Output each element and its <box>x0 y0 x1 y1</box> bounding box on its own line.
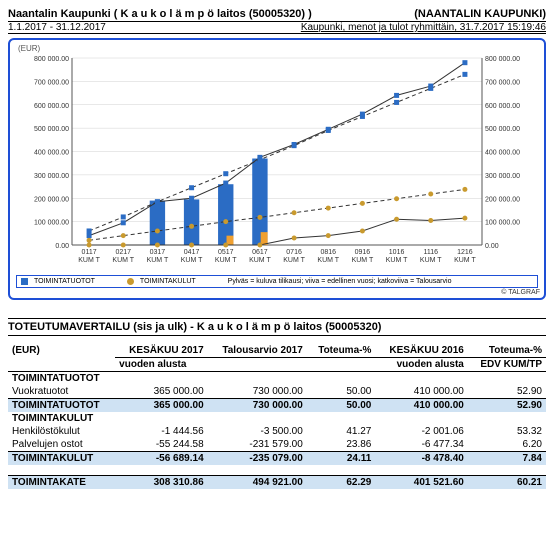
legend-square-icon <box>21 278 28 285</box>
svg-text:0916: 0916 <box>355 249 371 256</box>
svg-text:KUM T: KUM T <box>249 257 271 264</box>
svg-text:0716: 0716 <box>286 249 302 256</box>
legend-circle-icon <box>127 278 134 285</box>
chart-legend: TOIMINTATUOTOT TOIMINTAKULUT Pylväs = ku… <box>16 275 538 288</box>
svg-text:0217: 0217 <box>115 249 131 256</box>
col-s-0: vuoden alusta <box>115 358 207 372</box>
comparison-table: (EUR) KESÄKUU 2017 Talousarvio 2017 Tote… <box>8 344 546 489</box>
table-total-row: TOIMINTATUOTOT 365 000.00 730 000.00 50.… <box>8 399 546 413</box>
col-h-4: Toteuma-% <box>468 344 546 358</box>
svg-text:700 000.00: 700 000.00 <box>485 79 520 86</box>
svg-text:600 000.00: 600 000.00 <box>34 103 69 110</box>
svg-text:100 000.00: 100 000.00 <box>34 220 69 227</box>
table-row: Vuokratuotot 365 000.00 730 000.00 50.00… <box>8 385 546 399</box>
svg-text:300 000.00: 300 000.00 <box>485 173 520 180</box>
svg-text:400 000.00: 400 000.00 <box>34 150 69 157</box>
svg-text:KUM T: KUM T <box>112 257 134 264</box>
svg-text:KUM T: KUM T <box>386 257 408 264</box>
svg-text:KUM T: KUM T <box>317 257 339 264</box>
svg-text:KUM T: KUM T <box>283 257 305 264</box>
title-right: (NAANTALIN KAUPUNKI) <box>414 8 546 20</box>
svg-text:1216: 1216 <box>457 249 473 256</box>
group-2: TOIMINTAKULUT <box>8 412 546 425</box>
svg-text:600 000.00: 600 000.00 <box>485 103 520 110</box>
table-grand-total-row: TOIMINTAKATE 308 310.86 494 921.00 62.29… <box>8 476 546 490</box>
subtitle-right: Kaupunki, menot ja tulot ryhmittäin, 31.… <box>301 22 546 33</box>
svg-text:KUM T: KUM T <box>181 257 203 264</box>
chart-credit: © TALGRAF <box>14 289 540 296</box>
col-h-2: Toteuma-% <box>307 344 376 358</box>
svg-text:0317: 0317 <box>150 249 166 256</box>
title-left: Naantalin Kaupunki ( K a u k o l ä m p ö… <box>8 8 312 20</box>
svg-text:KUM T: KUM T <box>420 257 442 264</box>
svg-text:800 000.00: 800 000.00 <box>34 56 69 63</box>
svg-text:KUM T: KUM T <box>454 257 476 264</box>
table-row: Palvelujen ostot -55 244.58 -231 579.00 … <box>8 438 546 452</box>
legend-note: Pylväs = kuluva tilikausi; viiva = edell… <box>228 278 452 285</box>
date-range: 1.1.2017 - 31.12.2017 <box>8 22 106 33</box>
col-h-0: KESÄKUU 2017 <box>115 344 207 358</box>
svg-text:KUM T: KUM T <box>215 257 237 264</box>
table-row: Henkilöstökulut -1 444.56 -3 500.00 41.2… <box>8 425 546 438</box>
svg-text:200 000.00: 200 000.00 <box>485 196 520 203</box>
svg-text:KUM T: KUM T <box>147 257 169 264</box>
svg-text:KUM T: KUM T <box>352 257 374 264</box>
col-s-1 <box>208 358 307 372</box>
chart-currency-label: (EUR) <box>18 44 540 53</box>
svg-text:0816: 0816 <box>320 249 336 256</box>
chart-svg: 0.00 0.00 100 000.00 100 000.00 200 000.00 20… <box>14 53 540 273</box>
report-subheader: 1.1.2017 - 31.12.2017 Kaupunki, menot ja… <box>8 22 546 34</box>
col-s-2 <box>307 358 376 372</box>
svg-text:0.00: 0.00 <box>485 243 499 250</box>
svg-text:0517: 0517 <box>218 249 234 256</box>
chart-container: (EUR) 0.00 0.00 100 000.00 100 000.00 200 00… <box>8 38 546 300</box>
col-s-4: EDV KUM/TP <box>468 358 546 372</box>
col-s-3: vuoden alusta <box>375 358 467 372</box>
svg-text:KUM T: KUM T <box>78 257 100 264</box>
svg-text:200 000.00: 200 000.00 <box>34 196 69 203</box>
svg-text:100 000.00: 100 000.00 <box>485 220 520 227</box>
svg-text:300 000.00: 300 000.00 <box>34 173 69 180</box>
legend-label-2: TOIMINTAKULUT <box>140 278 196 285</box>
svg-text:0117: 0117 <box>82 249 97 256</box>
svg-text:0617: 0617 <box>252 249 268 256</box>
table-total-row: TOIMINTAKULUT -56 689.14 -235 079.00 24.… <box>8 452 546 466</box>
svg-text:700 000.00: 700 000.00 <box>34 79 69 86</box>
svg-text:500 000.00: 500 000.00 <box>485 126 520 133</box>
svg-text:1116: 1116 <box>423 249 438 256</box>
table-title: TOTEUTUMAVERTAILU (sis ja ulk) - K a u k… <box>8 318 546 336</box>
col-eur: (EUR) <box>8 344 115 372</box>
col-h-3: KESÄKUU 2016 <box>375 344 467 358</box>
svg-text:500 000.00: 500 000.00 <box>34 126 69 133</box>
svg-text:400 000.00: 400 000.00 <box>485 150 520 157</box>
svg-text:1016: 1016 <box>389 249 405 256</box>
report-header: Naantalin Kaupunki ( K a u k o l ä m p ö… <box>8 8 546 22</box>
svg-text:0417: 0417 <box>184 249 200 256</box>
col-h-1: Talousarvio 2017 <box>208 344 307 358</box>
legend-label-1: TOIMINTATUOTOT <box>34 278 95 285</box>
svg-text:800 000.00: 800 000.00 <box>485 56 520 63</box>
group-1: TOIMINTATUOTOT <box>8 372 546 386</box>
svg-text:0.00: 0.00 <box>55 243 69 250</box>
